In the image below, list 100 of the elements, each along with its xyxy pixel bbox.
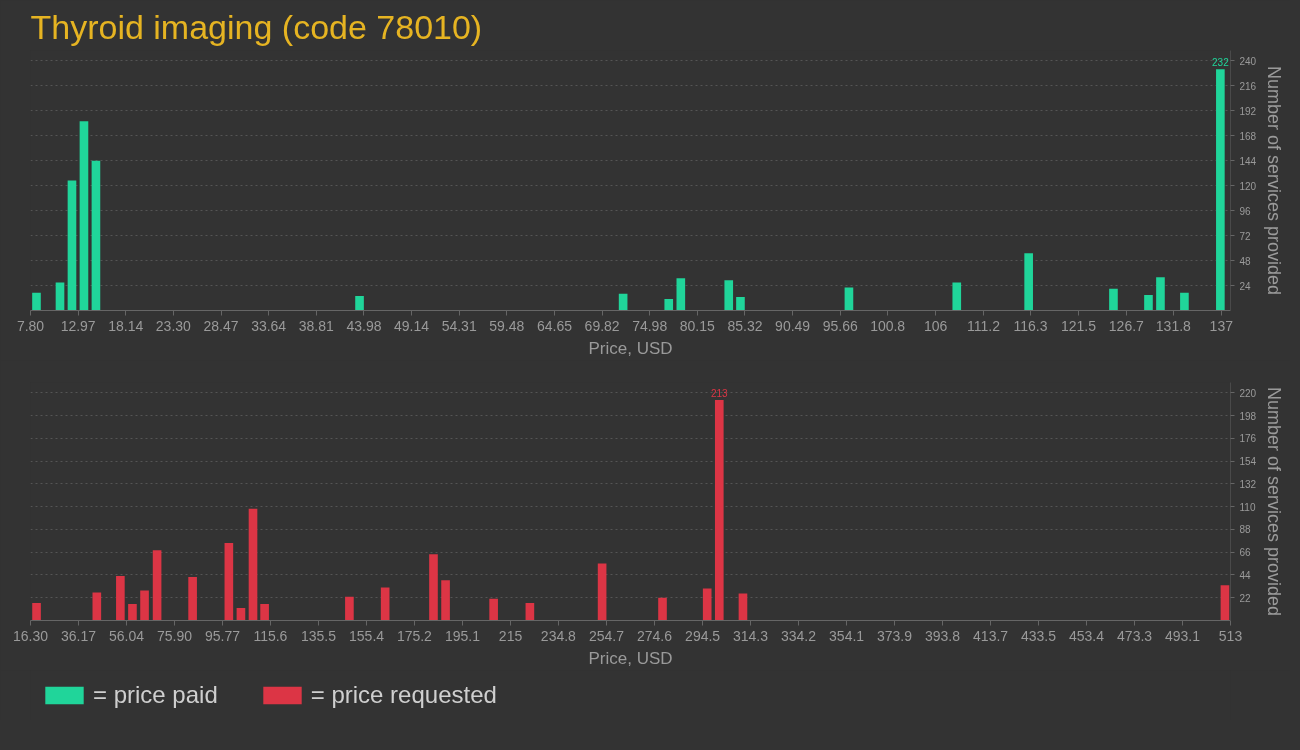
bar xyxy=(952,282,962,311)
x-tick-label: 121.5 xyxy=(1060,317,1097,334)
x-tick-label: 135.5 xyxy=(300,627,337,644)
y-tick-label: 48 xyxy=(1239,255,1252,267)
x-tick-label: 513 xyxy=(1218,627,1243,644)
x-tick-label: 74.98 xyxy=(632,317,668,334)
y-tick-label: 216 xyxy=(1239,80,1257,92)
x-tick-label: 334.2 xyxy=(781,627,817,644)
bar xyxy=(1024,253,1033,311)
x-tick-label: 175.2 xyxy=(396,627,433,644)
y-axis-title: Number of services provided xyxy=(1264,65,1285,296)
bar xyxy=(702,588,712,621)
y-tick-label: 176 xyxy=(1239,433,1257,445)
x-tick-label: 38.81 xyxy=(298,317,335,334)
bar xyxy=(32,602,41,621)
y-tick-label: 192 xyxy=(1239,105,1257,117)
bar xyxy=(140,590,149,621)
y-tick-label: 24 xyxy=(1239,280,1252,292)
y-tick-label: 132 xyxy=(1239,478,1257,490)
y-axis-title: Number of services provided xyxy=(1264,386,1285,617)
x-tick-label: 16.30 xyxy=(12,627,49,644)
bar xyxy=(152,550,162,621)
x-tick-label: 493.1 xyxy=(1164,627,1201,644)
bar xyxy=(429,554,438,621)
bar xyxy=(79,121,89,311)
x-tick-label: 54.31 xyxy=(441,317,477,334)
data-label: 213 xyxy=(710,388,729,400)
y-tick-label: 44 xyxy=(1239,569,1252,581)
x-axis-title: Price, USD xyxy=(588,338,673,358)
x-tick-label: 453.4 xyxy=(1068,627,1105,644)
chart-title: Thyroid imaging (code 78010) xyxy=(30,7,483,46)
y-tick-label: 110 xyxy=(1239,501,1256,513)
x-tick-label: 43.98 xyxy=(346,317,382,334)
bar xyxy=(1216,69,1225,311)
y-tick-label: 220 xyxy=(1239,387,1257,399)
bar xyxy=(597,563,607,621)
x-tick-label: 64.65 xyxy=(536,317,573,334)
x-tick-label: 33.64 xyxy=(251,317,287,334)
bar xyxy=(236,608,246,621)
x-tick-label: 433.5 xyxy=(1020,627,1057,644)
bar xyxy=(676,278,686,311)
bar xyxy=(355,295,364,311)
bar xyxy=(67,180,77,311)
bar xyxy=(224,542,234,621)
x-axis-title: Price, USD xyxy=(588,648,673,668)
bar xyxy=(1156,277,1165,311)
bar xyxy=(1144,294,1153,311)
bar xyxy=(736,296,745,311)
legend-label: = price paid xyxy=(93,681,218,709)
y-tick-label: 168 xyxy=(1239,130,1257,142)
x-tick-label: 234.8 xyxy=(540,627,577,644)
bar xyxy=(345,596,354,621)
bar xyxy=(188,577,197,621)
x-tick-label: 126.7 xyxy=(1108,317,1145,334)
y-tick-label: 22 xyxy=(1239,592,1252,604)
x-tick-label: 106 xyxy=(923,317,948,334)
x-tick-label: 80.15 xyxy=(679,317,716,334)
bar xyxy=(1109,288,1118,311)
bar xyxy=(116,576,125,621)
bar xyxy=(714,400,724,621)
x-tick-label: 413.7 xyxy=(973,627,1009,644)
y-tick-label: 120 xyxy=(1239,180,1257,192)
x-tick-label: 59.48 xyxy=(489,317,525,334)
x-tick-label: 131.8 xyxy=(1155,317,1192,334)
x-tick-label: 100.8 xyxy=(870,317,906,334)
y-tick-label: 154 xyxy=(1239,456,1257,468)
bar xyxy=(441,580,450,621)
bar xyxy=(489,598,498,621)
x-tick-label: 18.14 xyxy=(108,317,144,334)
bar xyxy=(1220,585,1230,621)
y-tick-label: 144 xyxy=(1239,155,1257,167)
x-tick-label: 36.17 xyxy=(60,627,97,644)
x-tick-label: 274.6 xyxy=(637,627,673,644)
x-tick-label: 28.47 xyxy=(203,317,239,334)
y-tick-label: 66 xyxy=(1239,547,1252,559)
y-tick-label: 88 xyxy=(1239,524,1252,536)
y-tick-label: 240 xyxy=(1239,55,1257,67)
x-tick-label: 12.97 xyxy=(60,317,96,334)
bar xyxy=(248,508,258,621)
x-tick-label: 195.1 xyxy=(444,627,481,644)
y-tick-label: 198 xyxy=(1239,410,1257,422)
bar xyxy=(92,592,102,621)
legend-label: = price requested xyxy=(310,681,497,709)
x-tick-label: 473.3 xyxy=(1117,627,1153,644)
x-tick-label: 254.7 xyxy=(588,627,625,644)
x-tick-label: 23.30 xyxy=(155,317,192,334)
x-tick-label: 85.32 xyxy=(727,317,763,334)
y-tick-label: 96 xyxy=(1239,205,1252,217)
x-tick-label: 155.4 xyxy=(349,627,385,644)
x-tick-label: 137 xyxy=(1209,317,1234,334)
bar xyxy=(32,292,41,311)
x-tick-label: 116.3 xyxy=(1013,317,1048,334)
x-tick-label: 111.2 xyxy=(967,317,1001,334)
x-tick-label: 95.77 xyxy=(204,627,241,644)
x-tick-label: 393.8 xyxy=(925,627,961,644)
bar xyxy=(724,280,734,311)
bar xyxy=(128,603,137,621)
x-tick-label: 95.66 xyxy=(822,317,858,334)
x-tick-label: 90.49 xyxy=(775,317,811,334)
bar xyxy=(91,160,101,311)
